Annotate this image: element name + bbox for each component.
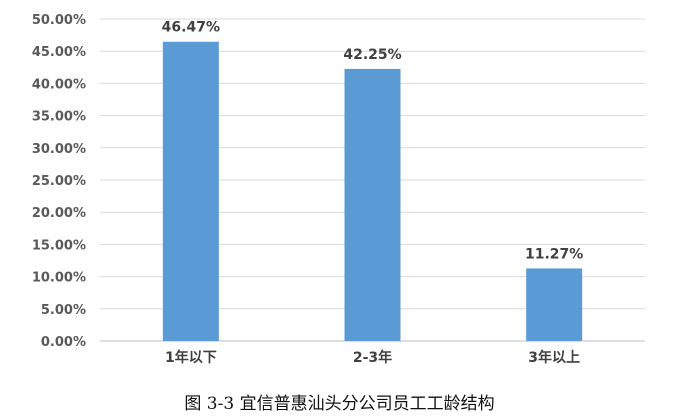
category-label: 3年以上	[528, 349, 580, 366]
figure-caption: 图 3-3 宜信普惠汕头分公司员工工龄结构	[184, 394, 495, 414]
y-tick-label: 25.00%	[32, 174, 86, 189]
bar	[526, 268, 583, 341]
y-axis-ticks: 0.00% 5.00% 10.00% 15.00% 20.00% 25.00% 30.00%…	[32, 13, 86, 350]
y-tick-label: 20.00%	[32, 206, 86, 221]
y-tick-label: 5.00%	[41, 303, 86, 318]
category-label: 2-3年	[353, 349, 392, 366]
y-tick-label: 0.00%	[41, 335, 86, 350]
y-tick-label: 10.00%	[32, 271, 86, 286]
bar	[162, 41, 219, 341]
y-tick-label: 35.00%	[32, 110, 86, 125]
y-tick-label: 50.00%	[32, 13, 86, 28]
x-axis-categories: 1年以下 2-3年 3年以上	[165, 349, 580, 366]
y-tick-label: 30.00%	[32, 142, 86, 157]
data-labels: 46.47% 42.25% 11.27%	[162, 20, 584, 263]
data-label: 42.25%	[343, 47, 401, 63]
chart-svg: 0.00% 5.00% 10.00% 15.00% 20.00% 25.00% 30.00%…	[32, 13, 645, 366]
y-tick-label: 15.00%	[32, 238, 86, 253]
bar	[344, 68, 401, 341]
data-label: 11.27%	[525, 246, 583, 262]
y-tick-label: 40.00%	[32, 77, 86, 92]
bars	[162, 41, 583, 341]
category-label: 1年以下	[165, 349, 217, 366]
y-tick-label: 45.00%	[32, 45, 86, 60]
data-label: 46.47%	[162, 20, 220, 36]
